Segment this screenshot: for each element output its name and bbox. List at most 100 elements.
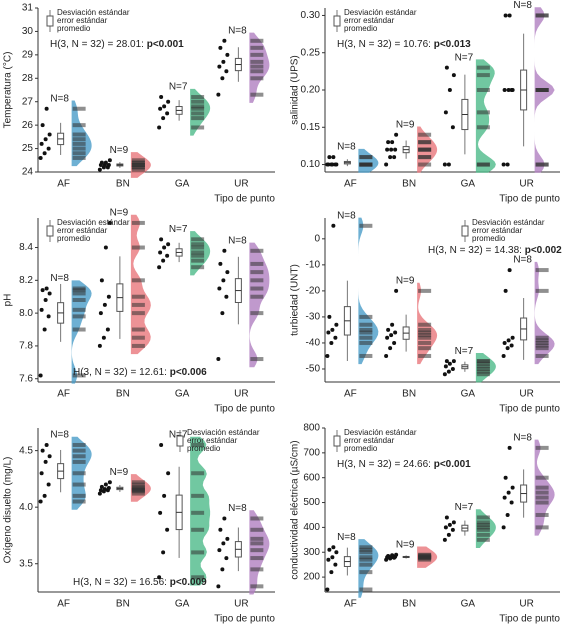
data-point bbox=[503, 13, 508, 18]
data-point bbox=[327, 547, 332, 552]
rug-mark bbox=[359, 223, 373, 228]
data-point bbox=[390, 140, 395, 145]
x-tick-label: BN bbox=[402, 599, 416, 610]
rug-mark bbox=[359, 587, 373, 592]
rug-mark bbox=[359, 562, 373, 567]
rug-mark bbox=[359, 330, 373, 335]
x-axis-label: Tipo de punto bbox=[499, 404, 560, 415]
rug-mark bbox=[131, 278, 145, 283]
data-point bbox=[451, 73, 456, 78]
y-tick-label: 0.10 bbox=[301, 159, 321, 170]
data-point bbox=[502, 495, 507, 500]
data-point bbox=[38, 499, 43, 504]
data-point bbox=[46, 314, 51, 319]
data-point bbox=[451, 520, 456, 525]
data-point bbox=[106, 162, 111, 167]
y-tick-label: 700 bbox=[303, 447, 320, 458]
data-point bbox=[503, 288, 508, 293]
data-point bbox=[220, 311, 225, 316]
y-tick-label: 8.0 bbox=[19, 308, 33, 319]
rug-mark bbox=[476, 65, 490, 70]
rug-mark bbox=[131, 311, 145, 316]
rug-mark bbox=[476, 125, 490, 130]
y-tick-label: 24 bbox=[22, 167, 34, 178]
x-tick-label: BN bbox=[116, 179, 130, 190]
data-point bbox=[224, 556, 229, 561]
data-point bbox=[103, 245, 108, 250]
rug-mark bbox=[250, 357, 264, 362]
data-point bbox=[507, 445, 512, 450]
rug-mark bbox=[418, 333, 432, 338]
violin bbox=[249, 510, 270, 595]
data-point bbox=[47, 132, 52, 137]
stat-text: H(3, N = 32) = 16.56: bbox=[73, 577, 170, 588]
y-tick-label: -40 bbox=[306, 338, 321, 349]
rug-mark bbox=[72, 132, 86, 137]
rug-mark bbox=[535, 485, 549, 490]
n-label: N=9 bbox=[110, 467, 129, 478]
n-label: N=8 bbox=[228, 235, 247, 246]
rug-mark bbox=[535, 445, 549, 450]
n-label: N=8 bbox=[228, 503, 247, 514]
rug-mark bbox=[418, 140, 432, 145]
rug-mark bbox=[131, 491, 145, 496]
data-point bbox=[157, 265, 162, 270]
y-tick-label: 500 bbox=[303, 497, 320, 508]
data-point bbox=[442, 537, 447, 542]
data-point bbox=[443, 525, 448, 530]
y-axis-label: turbiedad (UNT) bbox=[290, 264, 301, 336]
data-point bbox=[216, 92, 221, 97]
rug-mark bbox=[250, 567, 264, 572]
data-point bbox=[505, 346, 510, 351]
data-point bbox=[40, 448, 45, 453]
y-axis-label: salinidad (UPS) bbox=[290, 55, 301, 124]
data-point bbox=[501, 162, 506, 167]
rug-mark bbox=[72, 454, 86, 459]
rug-mark bbox=[250, 286, 264, 291]
rug-mark bbox=[418, 552, 432, 557]
rug-mark bbox=[535, 353, 549, 358]
rug-mark bbox=[359, 557, 373, 562]
data-point bbox=[218, 261, 223, 266]
rug-mark bbox=[131, 294, 145, 299]
data-point bbox=[99, 484, 104, 489]
data-point bbox=[42, 327, 47, 332]
data-point bbox=[394, 132, 399, 137]
data-point bbox=[503, 475, 508, 480]
legend-label: promedio bbox=[187, 444, 221, 453]
rug-mark bbox=[72, 291, 86, 296]
data-point bbox=[44, 442, 49, 447]
data-point bbox=[159, 442, 164, 447]
rug-mark bbox=[72, 314, 86, 319]
rug-mark bbox=[250, 516, 264, 521]
rug-mark bbox=[476, 88, 490, 92]
violin bbox=[130, 214, 151, 355]
data-point bbox=[161, 258, 166, 263]
rug-mark bbox=[72, 151, 86, 156]
n-label: N=7 bbox=[169, 224, 188, 235]
data-point bbox=[450, 366, 455, 371]
rug-mark bbox=[72, 106, 86, 111]
rug-mark bbox=[476, 527, 490, 532]
data-point bbox=[157, 575, 162, 580]
x-tick-label: BN bbox=[116, 599, 130, 610]
data-point bbox=[450, 527, 455, 532]
legend-label: promedio bbox=[472, 234, 506, 243]
data-point bbox=[329, 340, 334, 345]
x-tick-label: UR bbox=[234, 599, 248, 610]
data-point bbox=[97, 167, 102, 172]
data-point bbox=[221, 541, 226, 546]
data-point bbox=[99, 160, 104, 165]
data-point bbox=[44, 286, 49, 291]
data-point bbox=[97, 491, 102, 496]
y-axis-label: Temperatura (°C) bbox=[3, 52, 14, 129]
data-point bbox=[97, 343, 102, 348]
p-value: p<0.002 bbox=[525, 245, 562, 256]
data-point bbox=[47, 291, 52, 296]
panel: 24 25 26 27 28 29 30 31 Temperatura (°C) Tipo de … bbox=[3, 3, 276, 205]
data-point bbox=[98, 311, 103, 316]
n-label: N=8 bbox=[513, 255, 532, 266]
rug-mark bbox=[72, 459, 86, 464]
data-point bbox=[443, 110, 448, 115]
rug-mark bbox=[250, 278, 264, 283]
